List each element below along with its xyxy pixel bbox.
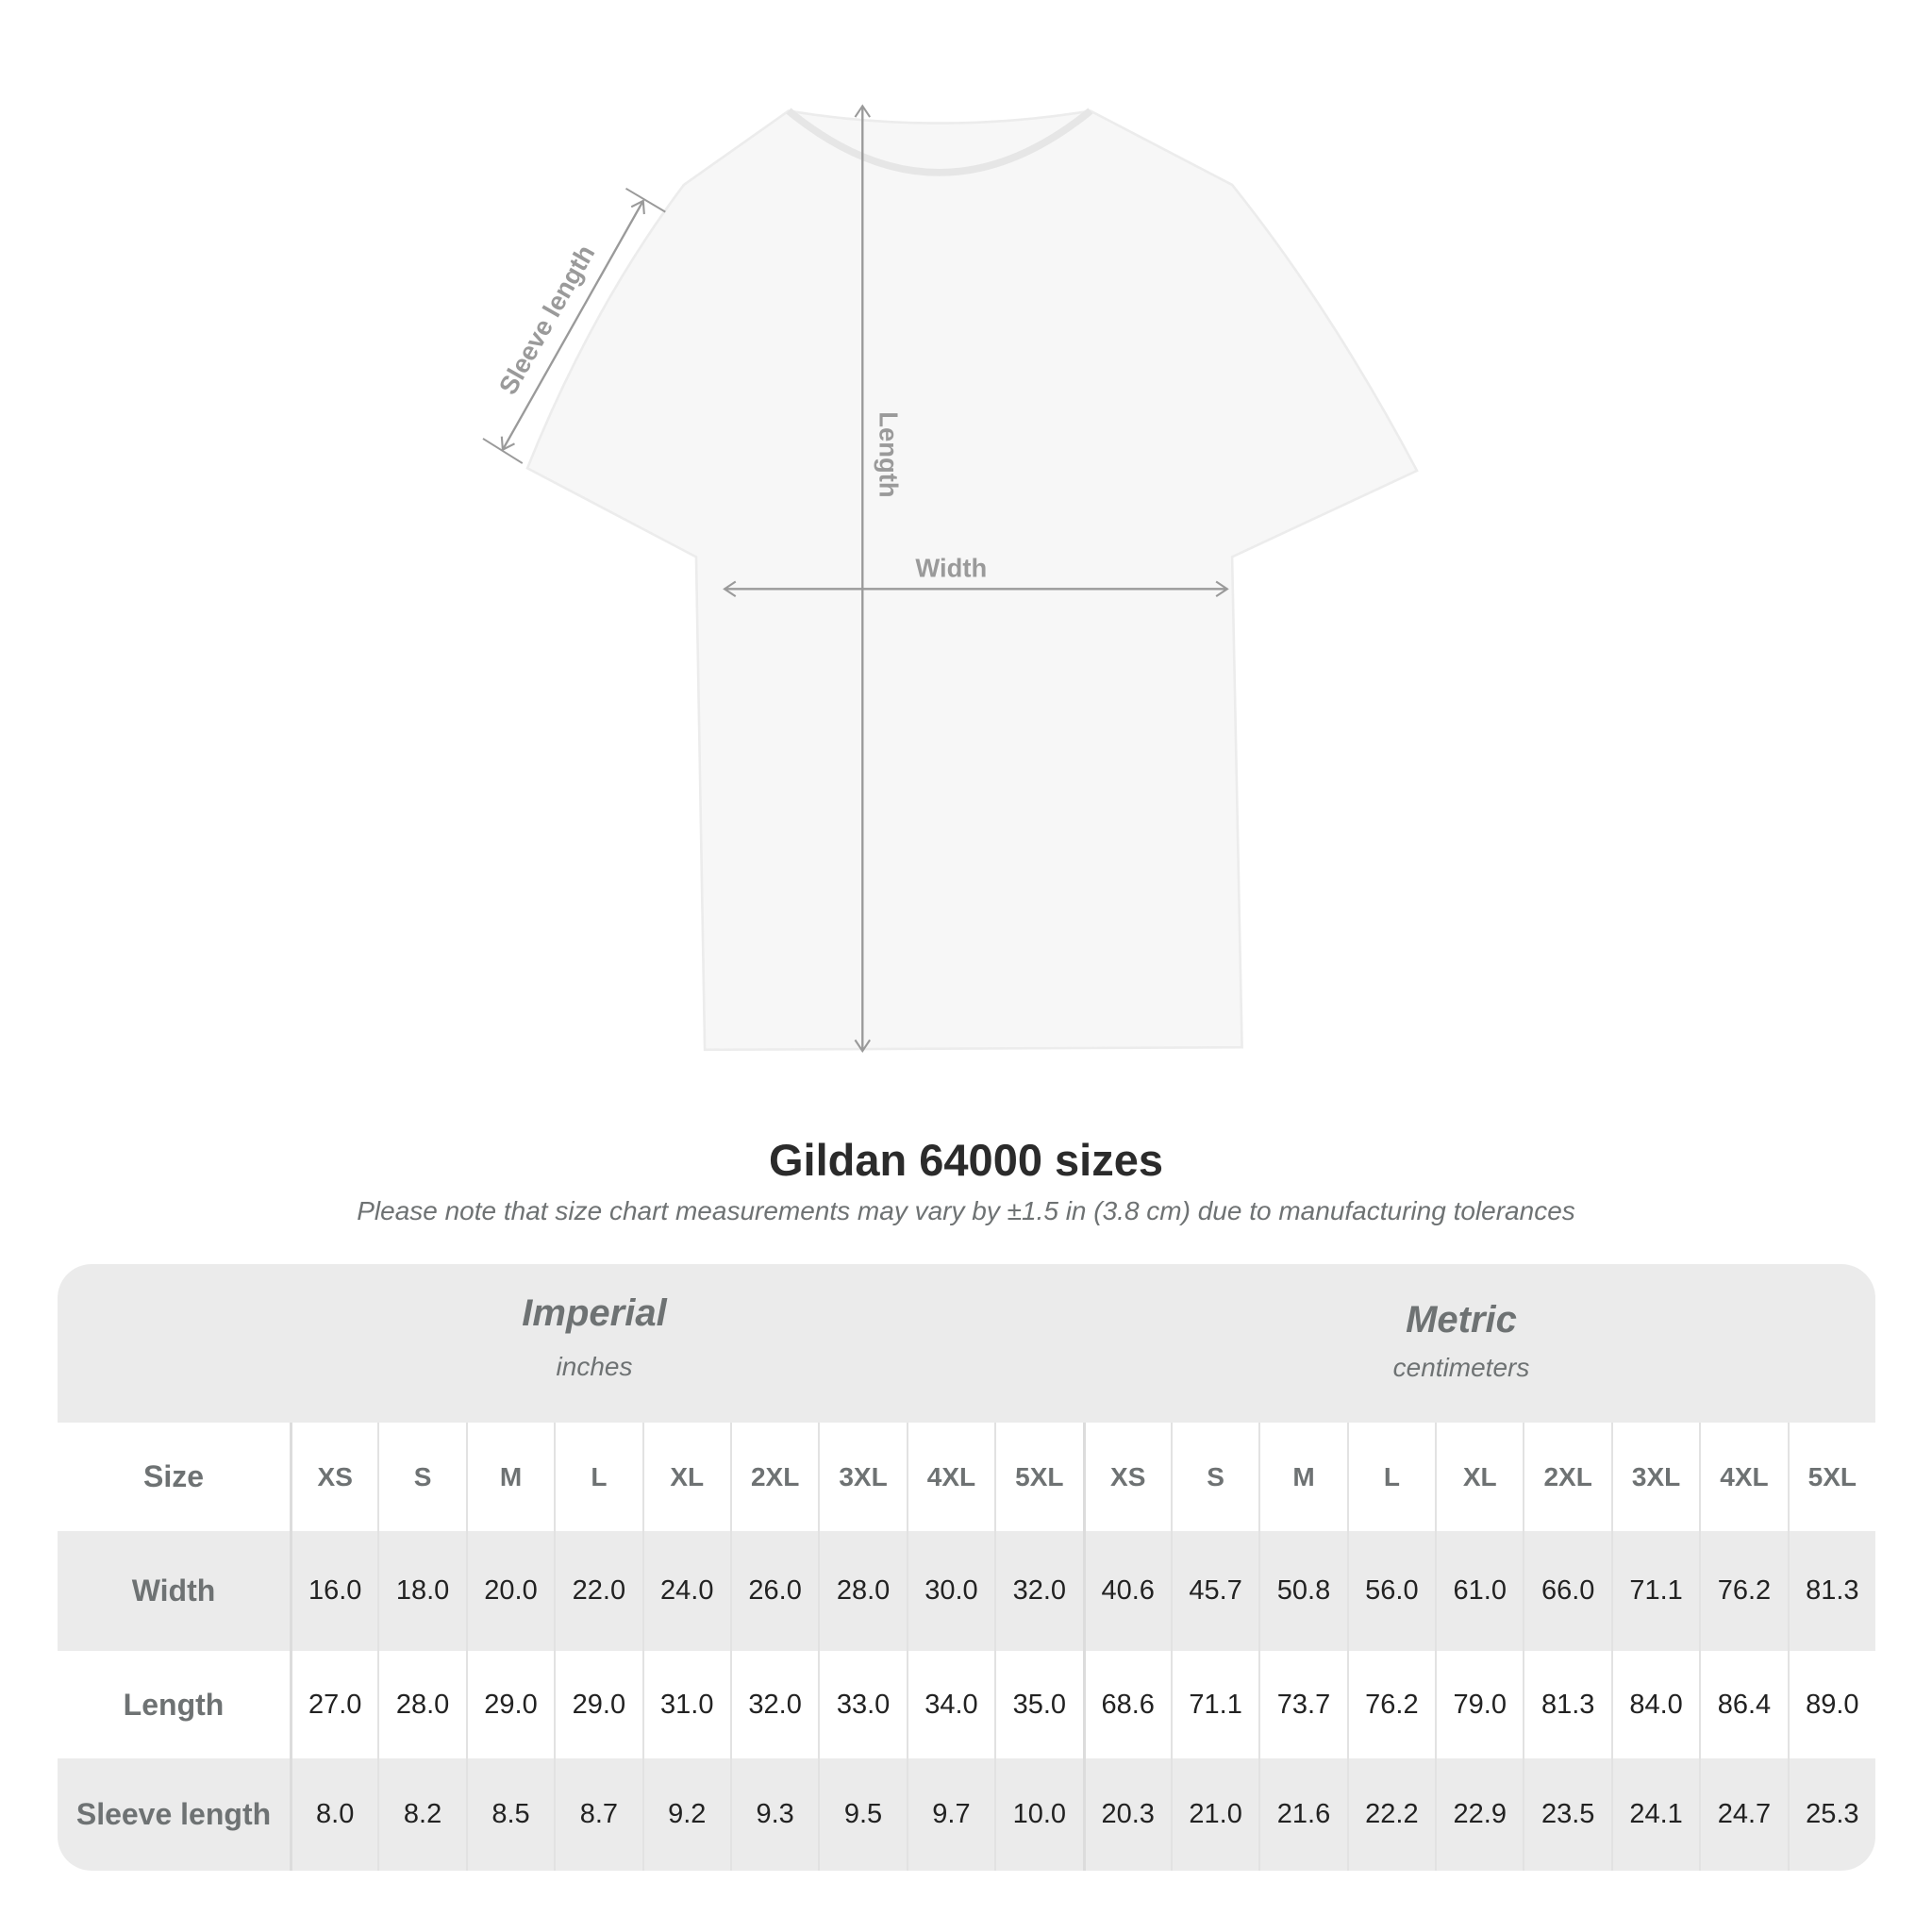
- table-cell: 28.0: [818, 1531, 906, 1651]
- table-cell: 34.0: [906, 1651, 994, 1758]
- table-cell: 29.0: [554, 1651, 641, 1758]
- table-row: Length 27.0 28.0 29.0 29.0 31.0 32.0 33.0 34.0 35…: [58, 1651, 1875, 1758]
- table-cell: 24.7: [1699, 1758, 1787, 1871]
- table-cell: 8.0: [290, 1758, 377, 1871]
- table-row: Sleeve length 8.0 8.2 8.5 8.7 9.2 9.3 9.5 9.7 10.…: [58, 1758, 1875, 1871]
- table-cell: 10.0: [994, 1758, 1082, 1871]
- table-cell: 24.1: [1610, 1758, 1699, 1871]
- size-header-cell: 3XL: [1610, 1423, 1699, 1531]
- size-header-cell: S: [1170, 1423, 1258, 1531]
- table-cell: 30.0: [906, 1531, 994, 1651]
- metric-heading: Metric: [1406, 1299, 1517, 1341]
- table-cell: 56.0: [1346, 1531, 1435, 1651]
- size-header-cell: 4XL: [906, 1423, 994, 1531]
- row-label: Length: [123, 1687, 225, 1722]
- size-header-row: Size XS S M L XL 2XL 3XL 4XL 5XL XS S M L XL 2XL 3XL 4XL 5…: [58, 1423, 1875, 1531]
- table-cell: 73.7: [1258, 1651, 1346, 1758]
- tolerance-note: Please note that size chart measurements…: [357, 1196, 1575, 1225]
- table-cell: 32.0: [729, 1651, 818, 1758]
- table-cell: 81.3: [1523, 1651, 1610, 1758]
- table-cell: 61.0: [1435, 1531, 1523, 1651]
- table-cell: 76.2: [1346, 1651, 1435, 1758]
- size-header-cell: XL: [641, 1423, 730, 1531]
- imperial-unit: inches: [556, 1352, 633, 1381]
- size-header-cell: 5XL: [1787, 1423, 1875, 1531]
- table-cell: 8.2: [377, 1758, 465, 1871]
- width-label: Width: [915, 553, 987, 582]
- table-cell: 21.6: [1258, 1758, 1346, 1871]
- length-label: Length: [874, 411, 904, 497]
- table-cell: 28.0: [377, 1651, 465, 1758]
- size-header-cell: L: [554, 1423, 641, 1531]
- size-header-cell: 5XL: [994, 1423, 1082, 1531]
- imperial-group: Imperial inches: [311, 1292, 877, 1382]
- table-cell: 20.3: [1082, 1758, 1171, 1871]
- table-cell: 18.0: [377, 1531, 465, 1651]
- table-cell: 68.6: [1082, 1651, 1171, 1758]
- size-header-cell: XS: [1082, 1423, 1171, 1531]
- table-cell: 9.3: [729, 1758, 818, 1871]
- table-cell: 26.0: [729, 1531, 818, 1651]
- table-cell: 66.0: [1523, 1531, 1610, 1651]
- size-header-cell: XS: [290, 1423, 377, 1531]
- table-cell: 32.0: [994, 1531, 1082, 1651]
- table-cell: 8.7: [554, 1758, 641, 1871]
- table-cell: 33.0: [818, 1651, 906, 1758]
- size-header-cell: L: [1346, 1423, 1435, 1531]
- table-cell: 40.6: [1082, 1531, 1171, 1651]
- metric-group: Metric centimeters: [1178, 1299, 1744, 1383]
- table-cell: 71.1: [1610, 1531, 1699, 1651]
- table-cell: 22.9: [1435, 1758, 1523, 1871]
- table-header-band: [58, 1264, 1875, 1423]
- table-row: Width 16.0 18.0 20.0 22.0 24.0 26.0 28.0 30.0 32.…: [58, 1531, 1875, 1651]
- table-cell: 25.3: [1787, 1758, 1875, 1871]
- row-band: [58, 1531, 1875, 1651]
- table-cell: 9.7: [906, 1758, 994, 1871]
- row-label: Sleeve length: [75, 1797, 272, 1831]
- table-cell: 71.1: [1170, 1651, 1258, 1758]
- size-header-cell: 2XL: [1523, 1423, 1610, 1531]
- table-cell: 45.7: [1170, 1531, 1258, 1651]
- page-title: Gildan 64000 sizes: [768, 1135, 1164, 1185]
- table-cell: 16.0: [290, 1531, 377, 1651]
- table-cell: 27.0: [290, 1651, 377, 1758]
- table-cell: 9.2: [641, 1758, 730, 1871]
- size-header-cell: XL: [1435, 1423, 1523, 1531]
- table-cell: 23.5: [1523, 1758, 1610, 1871]
- table-cell: 8.5: [465, 1758, 554, 1871]
- table-cell: 50.8: [1258, 1531, 1346, 1651]
- table-cell: 79.0: [1435, 1651, 1523, 1758]
- table-cell: 21.0: [1170, 1758, 1258, 1871]
- size-header-cell: M: [465, 1423, 554, 1531]
- metric-unit: centimeters: [1392, 1353, 1530, 1382]
- table-cell: 81.3: [1787, 1531, 1875, 1651]
- size-table: Imperial inches Metric centimeters Size X…: [58, 1264, 1875, 1871]
- tshirt-diagram: Length Width Sleeve length: [482, 104, 1419, 1054]
- table-cell: 22.2: [1346, 1758, 1435, 1871]
- table-cell: 31.0: [641, 1651, 730, 1758]
- size-header-cell: M: [1258, 1423, 1346, 1531]
- size-header-cell: S: [377, 1423, 465, 1531]
- table-cell: 86.4: [1699, 1651, 1787, 1758]
- row-label: Width: [131, 1574, 216, 1607]
- table-cell: 24.0: [641, 1531, 730, 1651]
- table-cell: 89.0: [1787, 1651, 1875, 1758]
- size-header-cell: 3XL: [818, 1423, 906, 1531]
- table-cell: 22.0: [554, 1531, 641, 1651]
- table-cell: 84.0: [1610, 1651, 1699, 1758]
- size-header-cell: 4XL: [1699, 1423, 1787, 1531]
- imperial-heading: Imperial: [522, 1292, 667, 1334]
- table-cell: 76.2: [1699, 1531, 1787, 1651]
- table-cell: 9.5: [818, 1758, 906, 1871]
- row-label: Size: [142, 1459, 205, 1493]
- table-cell: 20.0: [465, 1531, 554, 1651]
- table-cell: 29.0: [465, 1651, 554, 1758]
- row-band: [58, 1758, 1875, 1871]
- sleeve-arrow: [500, 199, 645, 452]
- size-header-cell: 2XL: [729, 1423, 818, 1531]
- table-cell: 35.0: [994, 1651, 1082, 1758]
